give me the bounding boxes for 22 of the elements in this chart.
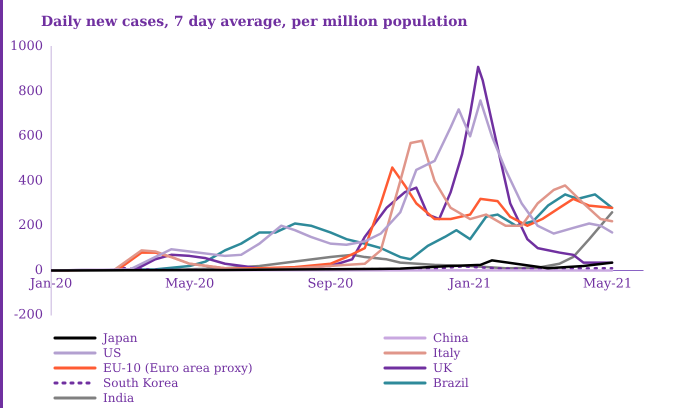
legend-label: India <box>103 390 134 404</box>
legend-label: Japan <box>103 330 138 344</box>
chart-title: Daily new cases, 7 day average, per million population <box>41 14 468 30</box>
legend-label: China <box>433 330 469 344</box>
y-tick-label: 200 <box>18 218 44 234</box>
x-tick-label: May-21 <box>582 276 632 292</box>
x-tick-label: May-20 <box>164 276 214 292</box>
legend-label: Italy <box>433 346 460 360</box>
x-tick-label: Sep-20 <box>308 276 354 292</box>
y-tick-label: 400 <box>18 173 44 188</box>
legend-label: UK <box>433 360 452 374</box>
y-tick-label: 1000 <box>10 39 44 54</box>
legend-label: Brazil <box>433 376 469 390</box>
x-tick-label: Jan-20 <box>28 276 72 292</box>
legend-label: South Korea <box>103 376 178 390</box>
y-tick-label: -200 <box>14 308 44 323</box>
y-tick-label: 600 <box>18 128 44 144</box>
x-tick-label: Jan-21 <box>446 276 492 292</box>
y-tick-label: 800 <box>18 84 44 99</box>
legend-label: US <box>103 346 122 360</box>
y-tick-label: 0 <box>34 262 44 278</box>
legend-label: EU-10 (Euro area proxy) <box>103 360 253 374</box>
